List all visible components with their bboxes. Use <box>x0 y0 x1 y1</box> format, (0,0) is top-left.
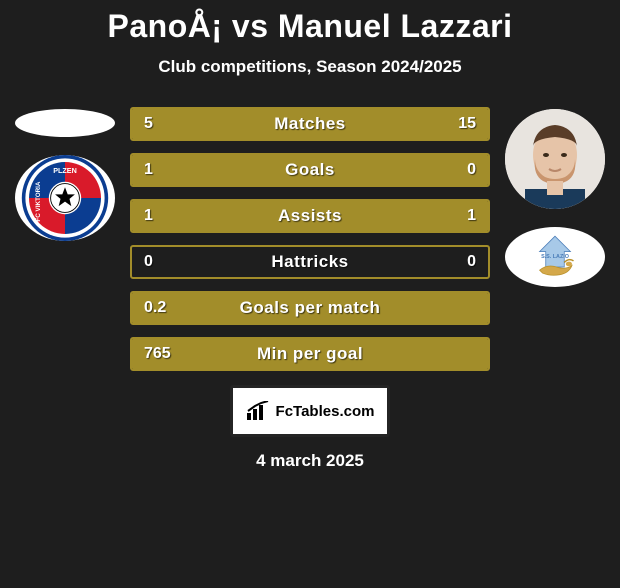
comparison-main: PLZEN FC VIKTORIA 5 Matches 15 1 Goals 0 1 Assi… <box>10 105 610 371</box>
left-player-column: PLZEN FC VIKTORIA <box>10 105 120 241</box>
plzen-logo-icon: PLZEN FC VIKTORIA <box>20 155 110 241</box>
bar-label: Assists <box>278 206 342 226</box>
bar-value-right: 15 <box>458 115 476 133</box>
bar-label: Goals <box>285 160 335 180</box>
player-left-avatar <box>15 109 115 137</box>
bar-value-left: 0 <box>144 253 153 271</box>
bar-fill-right <box>221 109 488 139</box>
bar-value-left: 1 <box>144 161 153 179</box>
bar-value-right: 1 <box>467 207 476 225</box>
bar-label: Matches <box>274 114 346 134</box>
player-left-club-logo: PLZEN FC VIKTORIA <box>15 155 115 241</box>
page-title: PanoÅ¡ vs Manuel Lazzari <box>10 8 610 45</box>
brand-text: FcTables.com <box>276 403 375 420</box>
bar-value-right: 0 <box>467 161 476 179</box>
bar-value-left: 0.2 <box>144 299 166 317</box>
bar-label: Goals per match <box>240 298 381 318</box>
player-right-avatar-icon <box>505 109 605 209</box>
svg-text:S.S. LAZIO: S.S. LAZIO <box>541 254 569 260</box>
bar-label: Min per goal <box>257 344 363 364</box>
right-player-column: S.S. LAZIO <box>500 105 610 287</box>
brand-chart-icon <box>246 401 270 421</box>
stat-bar-row: 1 Assists 1 <box>130 199 490 233</box>
bar-value-left: 765 <box>144 345 171 363</box>
player-right-club-logo: S.S. LAZIO <box>505 227 605 287</box>
bar-fill-left <box>132 155 406 185</box>
bar-value-left: 5 <box>144 115 153 133</box>
stat-bar-row: 0 Hattricks 0 <box>130 245 490 279</box>
stat-bar-row: 1 Goals 0 <box>130 153 490 187</box>
stat-bars: 5 Matches 15 1 Goals 0 1 Assists 1 0 Hattricks 0 0.2… <box>130 105 490 371</box>
stat-bar-row: 0.2 Goals per match <box>130 291 490 325</box>
stat-bar-row: 765 Min per goal <box>130 337 490 371</box>
stat-bar-row: 5 Matches 15 <box>130 107 490 141</box>
svg-text:FC VIKTORIA: FC VIKTORIA <box>35 181 42 222</box>
brand-badge[interactable]: FcTables.com <box>230 385 390 437</box>
lazio-logo-icon: S.S. LAZIO <box>513 230 597 284</box>
bar-value-right: 0 <box>467 253 476 271</box>
comparison-card: PanoÅ¡ vs Manuel Lazzari Club competitio… <box>0 8 620 471</box>
subtitle: Club competitions, Season 2024/2025 <box>10 57 610 77</box>
date-label: 4 march 2025 <box>10 451 610 471</box>
bar-value-left: 1 <box>144 207 153 225</box>
player-right-avatar <box>505 109 605 209</box>
svg-text:PLZEN: PLZEN <box>53 166 77 175</box>
bar-label: Hattricks <box>271 252 348 272</box>
